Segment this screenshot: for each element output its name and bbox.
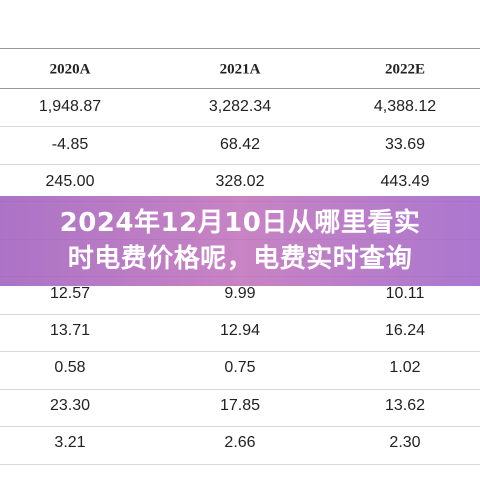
- table-cell: 2.66: [224, 434, 256, 451]
- table-cell: 245.00: [45, 173, 95, 190]
- row-rule: [0, 426, 480, 427]
- row-rule: [0, 164, 480, 165]
- table-cell: 0.58: [54, 359, 86, 376]
- table-cell: 1.02: [389, 359, 421, 376]
- table-cell: 12.57: [49, 285, 91, 302]
- header-cell: 2020A: [49, 61, 91, 78]
- table-cell: -4.85: [51, 136, 89, 153]
- table-cell: 12.94: [219, 322, 261, 339]
- table-cell: 0.75: [224, 359, 256, 376]
- banner: 2024年12月10日从哪里看实 时电费价格呢，电费实时查询: [0, 196, 480, 286]
- table-cell: 443.49: [380, 173, 430, 190]
- table-cell: 16.24: [384, 322, 426, 339]
- row-rule: [0, 314, 480, 315]
- table-cell: 10.11: [385, 285, 425, 302]
- table-cell: 4,388.12: [373, 98, 437, 115]
- table-top-rule: [0, 48, 480, 49]
- row-rule: [0, 464, 480, 465]
- row-rule: [0, 126, 480, 127]
- table-cell: 3.21: [54, 434, 86, 451]
- table-cell: 33.69: [384, 136, 426, 153]
- table-cell: 23.30: [49, 397, 91, 414]
- table-cell: 13.71: [49, 322, 91, 339]
- header-rule: [0, 88, 480, 89]
- banner-line: 时电费价格呢，电费实时查询: [67, 244, 413, 274]
- table-cell: 13.62: [384, 397, 426, 414]
- table-cell: 3,282.34: [208, 98, 272, 115]
- table-cell: 17.85: [219, 397, 261, 414]
- banner-line: 2024年12月10日从哪里看实: [59, 208, 421, 238]
- row-rule: [0, 389, 480, 390]
- table-cell: 328.02: [215, 173, 265, 190]
- table-cell: 2.30: [389, 434, 421, 451]
- table-cell: 1,948.87: [38, 98, 102, 115]
- table-cell: 68.42: [219, 136, 261, 153]
- table-cell: 9.99: [224, 285, 256, 302]
- row-rule: [0, 351, 480, 352]
- header-cell: 2021A: [219, 61, 261, 78]
- header-cell: 2022E: [384, 61, 425, 78]
